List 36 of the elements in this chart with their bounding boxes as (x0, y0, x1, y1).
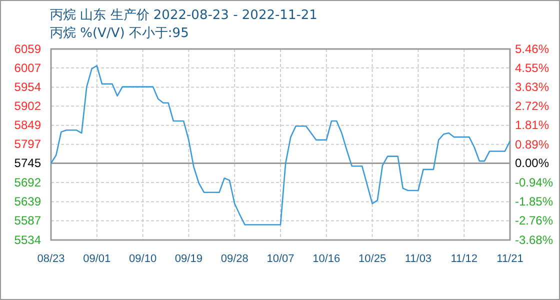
y2-tick-label: -0.94% (515, 176, 554, 190)
x-tick-label: 08/23 (37, 252, 65, 265)
y-tick-label: 5745 (14, 156, 42, 170)
x-tick-label: 09/19 (174, 252, 202, 265)
y-tick-label: 6059 (14, 42, 42, 56)
y-tick-label: 5692 (14, 175, 42, 190)
y-tick-label: 5849 (14, 118, 42, 132)
x-tick-label: 10/07 (266, 252, 294, 265)
x-tick-label: 09/28 (220, 252, 248, 265)
y-tick-label: 5639 (14, 194, 42, 209)
x-tick-label: 11/12 (450, 252, 478, 265)
y-tick-label: 5902 (14, 98, 42, 113)
line-series (50, 65, 511, 226)
x-tick-label: 10/25 (358, 252, 386, 265)
y-tick-label: 5797 (14, 137, 42, 152)
x-tick-label: 09/01 (83, 252, 111, 265)
x-tick-label: 11/03 (404, 252, 432, 265)
x-tick-label: 10/16 (312, 252, 340, 265)
y2-tick-label: 3.63% (515, 80, 550, 94)
y-tick-label: 5954 (14, 80, 42, 94)
y2-tick-label: 0.89% (515, 137, 550, 152)
chart-subtitle: 丙烷 %(V/V) 不小于:95 (50, 26, 189, 41)
chart-title: 丙烷 山东 生产价 2022-08-23 - 2022-11-21 (50, 8, 318, 23)
y2-tick-label: 1.81% (515, 118, 550, 132)
y2-tick-label: 5.46% (515, 42, 550, 56)
y2-tick-label: -1.85% (515, 194, 554, 209)
y2-tick-label: 0.00% (515, 156, 550, 170)
x-tick-label: 11/21 (496, 252, 524, 265)
y-tick-label: 5587 (14, 214, 42, 228)
y-tick-label: 5534 (14, 232, 42, 247)
y-tick-label: 6007 (14, 60, 42, 75)
y2-tick-label: -3.68% (515, 232, 554, 247)
y2-tick-label: 4.55% (515, 60, 550, 75)
y2-tick-label: 2.72% (515, 99, 550, 114)
y2-tick-label: -2.76% (515, 214, 554, 228)
x-tick-label: 09/10 (129, 252, 157, 265)
